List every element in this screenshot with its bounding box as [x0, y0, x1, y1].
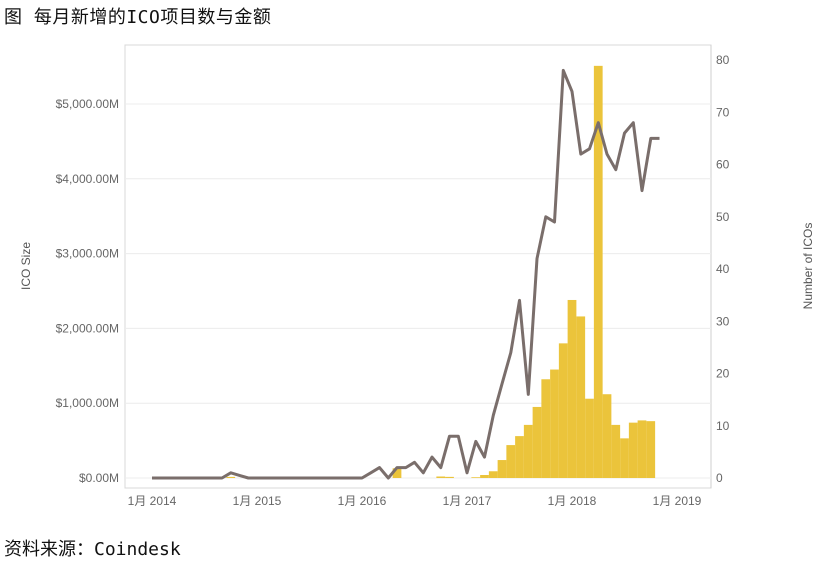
- bar: [620, 438, 629, 478]
- bar: [471, 477, 481, 478]
- right-tick-label: 50: [716, 210, 730, 224]
- bar-series: [226, 65, 656, 479]
- bar: [567, 299, 577, 478]
- plot-area-border: [124, 44, 712, 489]
- bar: [515, 436, 524, 478]
- bar: [497, 460, 507, 478]
- x-tick-label: 1月 2014: [128, 494, 177, 508]
- figure-title: 图 每月新增的ICO项目数与金额: [4, 7, 272, 28]
- bar: [576, 316, 586, 478]
- bar: [532, 406, 542, 478]
- bar: [480, 475, 489, 478]
- bar: [445, 476, 454, 478]
- right-tick-label: 0: [716, 471, 723, 485]
- right-tick-label: 10: [716, 419, 730, 433]
- ico-chart: $0.00M $1,000.00M $2,000.00M $3,000.00M $4,0…: [19, 44, 815, 508]
- x-tick-label: 1月 2016: [338, 494, 387, 508]
- x-tick-label: 1月 2017: [443, 494, 492, 508]
- right-tick-label: 60: [716, 158, 730, 172]
- left-tick-label: $0.00M: [79, 471, 119, 485]
- bar: [628, 422, 638, 478]
- left-tick-label: $1,000.00M: [56, 396, 119, 410]
- bar: [523, 424, 533, 478]
- left-tick-label: $4,000.00M: [56, 172, 119, 186]
- bar: [506, 445, 516, 478]
- left-tick-label: $2,000.00M: [56, 321, 119, 335]
- x-tick-label: 1月 2018: [548, 494, 597, 508]
- x-tick-label: 1月 2015: [233, 494, 282, 508]
- bar: [558, 343, 568, 478]
- right-tick-label: 30: [716, 314, 730, 328]
- right-tick-label: 80: [716, 53, 730, 67]
- source-note: 资料来源：Coindesk: [4, 539, 181, 560]
- left-axis-title: ICO Size: [19, 242, 33, 290]
- bar: [488, 471, 498, 478]
- bar: [593, 65, 603, 479]
- count-line: [152, 68, 660, 480]
- bar: [550, 369, 559, 478]
- right-tick-label: 40: [716, 262, 730, 276]
- bar: [585, 398, 594, 478]
- right-tick-label: 20: [716, 367, 730, 381]
- left-tick-label: $3,000.00M: [56, 247, 119, 261]
- bar: [541, 379, 551, 478]
- bar: [611, 424, 621, 478]
- bar: [637, 420, 647, 478]
- right-axis-ticks: 0 10 20 30 40 50 60 70 80: [716, 53, 730, 485]
- bar: [436, 476, 446, 478]
- x-tick-label: 1月 2019: [653, 494, 702, 508]
- left-axis-ticks: $0.00M $1,000.00M $2,000.00M $3,000.00M $4,0…: [56, 97, 119, 485]
- right-axis-title: Number of ICOs: [801, 223, 815, 310]
- bar: [646, 421, 656, 478]
- left-tick-label: $5,000.00M: [56, 97, 119, 111]
- right-tick-label: 70: [716, 105, 730, 119]
- gridlines: [125, 103, 711, 479]
- x-axis-ticks: 1月 2014 1月 2015 1月 2016 1月 2017 1月 2018 1月 20…: [128, 494, 702, 508]
- bar: [392, 468, 402, 478]
- bar: [602, 394, 612, 478]
- bar: [226, 476, 236, 478]
